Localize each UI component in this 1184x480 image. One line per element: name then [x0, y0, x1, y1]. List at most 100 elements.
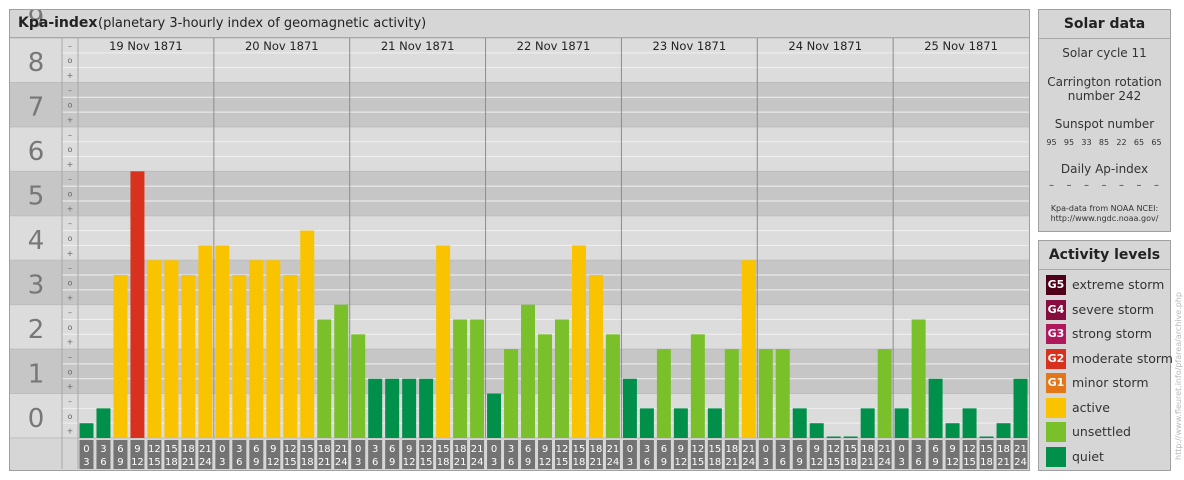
sunspot-value: 95 — [1063, 138, 1075, 147]
y-tick-label: 0 — [28, 404, 45, 434]
kp-bar — [996, 423, 1011, 438]
interval-start-label: 6 — [932, 444, 938, 455]
interval-end-label: 24 — [1014, 457, 1027, 468]
kp-bar — [402, 378, 417, 438]
minor-mark-label: o — [68, 412, 73, 421]
interval-label-box — [164, 440, 179, 469]
interval-end-label: 9 — [932, 457, 938, 468]
interval-end-label: 9 — [253, 457, 259, 468]
interval-start-label: 21 — [335, 444, 348, 455]
kp-bar — [979, 436, 994, 438]
minor-mark-label: – — [68, 219, 72, 228]
interval-label-box — [605, 440, 620, 469]
activity-level-label: quiet — [1072, 448, 1104, 464]
kpa-chart-panel: 0 1 2 3 4 5 6 7 8 9 + o – + o – + o – + o – + o – + o – + o – + o – + o –19 … — [9, 9, 1030, 471]
interval-start-label: 21 — [742, 444, 755, 455]
interval-end-label: 3 — [898, 457, 904, 468]
interval-start-label: 0 — [898, 444, 904, 455]
kp-bar — [911, 319, 926, 438]
minor-mark-label: o — [68, 323, 73, 332]
kp-bar — [181, 275, 196, 438]
y-tick-label: 3 — [28, 270, 45, 300]
minor-mark-label: o — [68, 101, 73, 110]
interval-label-box — [470, 440, 485, 469]
interval-end-label: 9 — [661, 457, 667, 468]
interval-start-label: 3 — [100, 444, 106, 455]
interval-start-label: 12 — [827, 444, 840, 455]
interval-start-label: 15 — [573, 444, 586, 455]
kp-bar — [266, 260, 281, 438]
interval-end-label: 12 — [403, 457, 416, 468]
interval-label-box — [266, 440, 281, 469]
interval-label-box — [928, 440, 943, 469]
kp-bar — [283, 275, 298, 438]
kp-bar — [843, 436, 858, 438]
y-tick-label: 7 — [28, 93, 45, 123]
kp-bar — [317, 319, 332, 438]
minor-mark-label: + — [67, 204, 74, 213]
sunspot-value: 95 — [1046, 138, 1057, 147]
interval-start-label: 15 — [708, 444, 721, 455]
day-label: 20 Nov 1871 — [245, 39, 319, 53]
daily-ap-value: – — [1119, 180, 1124, 191]
sunspot-value: 33 — [1081, 138, 1092, 147]
kp-bar — [215, 245, 230, 438]
interval-end-label: 6 — [644, 457, 650, 468]
interval-start-label: 3 — [915, 444, 921, 455]
source-line1: Kpa-data from NOAA NCEI: — [1050, 204, 1159, 213]
kp-bar — [809, 423, 824, 438]
minor-mark-label: o — [68, 145, 73, 154]
activity-level-swatch: G3 — [1046, 324, 1066, 344]
activity-level-label: moderate storm — [1072, 350, 1173, 366]
kp-bar — [571, 245, 586, 438]
interval-end-label: 6 — [100, 457, 106, 468]
interval-label-box — [741, 440, 756, 469]
interval-label-box — [962, 440, 977, 469]
interval-end-label: 18 — [165, 457, 178, 468]
interval-start-label: 18 — [725, 444, 738, 455]
activity-level-swatch: G5 — [1046, 275, 1066, 295]
credit-url: http://www.fleuret.info/pfarea/archive.p… — [1174, 292, 1183, 460]
kp-bar — [504, 349, 519, 438]
activity-level-swatch: G1 — [1046, 373, 1066, 393]
interval-end-label: 15 — [420, 457, 433, 468]
daily-ap-value: – — [1066, 180, 1072, 191]
interval-start-label: 21 — [1014, 444, 1027, 455]
minor-mark-label: – — [68, 86, 72, 95]
interval-start-label: 18 — [590, 444, 603, 455]
interval-start-label: 9 — [814, 444, 820, 455]
interval-label-box — [945, 440, 960, 469]
interval-end-label: 21 — [590, 457, 603, 468]
solar-data-title: Solar data — [1039, 10, 1170, 39]
interval-start-label: 9 — [406, 444, 412, 455]
interval-end-label: 3 — [491, 457, 497, 468]
daily-ap-value: – — [1136, 180, 1142, 191]
minor-mark-label: + — [67, 115, 74, 124]
interval-end-label: 15 — [827, 457, 840, 468]
interval-end-label: 18 — [573, 457, 586, 468]
interval-label-box — [1013, 440, 1028, 469]
kp-bar — [198, 245, 213, 438]
interval-start-label: 9 — [270, 444, 276, 455]
interval-start-label: 21 — [471, 444, 484, 455]
minor-mark-label: o — [68, 367, 73, 376]
interval-end-label: 6 — [236, 457, 242, 468]
activity-level-label: severe storm — [1072, 301, 1154, 317]
interval-end-label: 12 — [267, 457, 280, 468]
interval-label-box — [588, 440, 603, 469]
interval-end-label: 12 — [131, 457, 144, 468]
day-label: 19 Nov 1871 — [109, 39, 183, 53]
interval-start-label: 6 — [117, 444, 123, 455]
kp-bar — [860, 408, 875, 438]
kp-bar — [945, 423, 960, 438]
interval-end-label: 15 — [284, 457, 297, 468]
kp-band — [10, 349, 1029, 394]
minor-mark-label: o — [68, 234, 73, 243]
interval-label-box — [877, 440, 892, 469]
kp-bar — [639, 408, 654, 438]
interval-label-box — [673, 440, 688, 469]
minor-mark-label: – — [68, 397, 72, 406]
day-label: 22 Nov 1871 — [517, 39, 591, 53]
y-tick-label: 5 — [28, 182, 45, 212]
interval-start-label: 6 — [253, 444, 259, 455]
